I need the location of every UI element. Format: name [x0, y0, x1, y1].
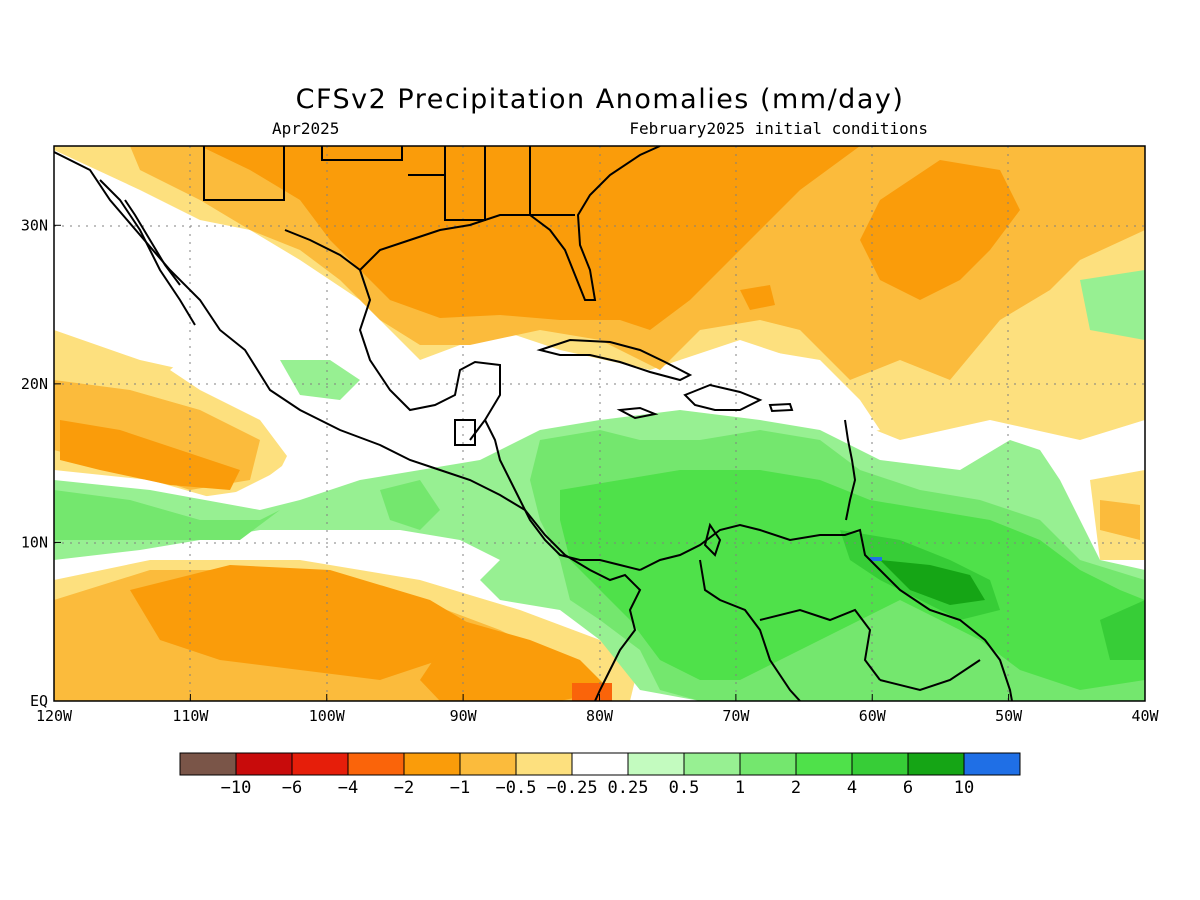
- colorbar-swatch: [291, 752, 349, 776]
- colorbar-legend: [179, 752, 1021, 776]
- colorbar-label: 1: [735, 778, 745, 798]
- colorbar-swatch: [179, 752, 237, 776]
- colorbar-label: 0.5: [669, 778, 700, 798]
- colorbar-label: 4: [847, 778, 857, 798]
- colorbar-swatch: [235, 752, 293, 776]
- lat-tick-label: 30N: [21, 216, 48, 234]
- lon-tick-label: 50W: [995, 707, 1023, 725]
- lat-tick-label: EQ: [30, 692, 48, 710]
- lon-tick-label: 100W: [309, 707, 346, 725]
- longitude-axis: 120W 110W 100W 90W 80W 70W 60W 50W 40W: [36, 694, 1160, 725]
- colorbar-label: 10: [954, 778, 974, 798]
- colorbar-swatch: [851, 752, 909, 776]
- colorbar-label: −0.25: [546, 778, 597, 798]
- anomaly-fill-layer: [54, 146, 1145, 701]
- colorbar-swatch: [795, 752, 853, 776]
- colorbar-swatch: [907, 752, 965, 776]
- map-title: CFSv2 Precipitation Anomalies (mm/day): [295, 84, 905, 115]
- colorbar-label: −4: [338, 778, 358, 798]
- lat-lon-grid: [54, 146, 1145, 701]
- initial-conditions-label: February2025 initial conditions: [629, 119, 928, 138]
- colorbar-label: −10: [221, 778, 252, 798]
- colorbar-label: −0.5: [496, 778, 537, 798]
- lon-tick-label: 80W: [586, 707, 614, 725]
- colorbar-label: 0.25: [608, 778, 649, 798]
- valid-month-label: Apr2025: [272, 119, 340, 138]
- colorbar-labels: −10 −6 −4 −2 −1 −0.5 −0.25 0.25 0.5 1 2 4 6 10: [221, 778, 975, 798]
- lat-tick-label: 10N: [21, 533, 48, 551]
- lon-tick-label: 40W: [1131, 707, 1159, 725]
- lon-tick-label: 60W: [859, 707, 887, 725]
- lon-tick-label: 110W: [172, 707, 209, 725]
- colorbar-swatch: [627, 752, 685, 776]
- colorbar-label: −2: [394, 778, 414, 798]
- coastlines: [54, 146, 1013, 701]
- colorbar-label: −6: [282, 778, 302, 798]
- colorbar-swatch: [739, 752, 797, 776]
- colorbar-swatch: [515, 752, 573, 776]
- lon-tick-label: 120W: [36, 707, 73, 725]
- colorbar-swatch: [963, 752, 1021, 776]
- colorbar-label: 2: [791, 778, 801, 798]
- colorbar-label: 6: [903, 778, 913, 798]
- lon-tick-label: 90W: [450, 707, 478, 725]
- colorbar-swatch: [403, 752, 461, 776]
- colorbar-label: −1: [450, 778, 470, 798]
- lon-tick-label: 70W: [722, 707, 750, 725]
- colorbar-swatch: [571, 752, 629, 776]
- latitude-axis: EQ 10N 20N 30N: [21, 216, 61, 710]
- colorbar-swatch: [683, 752, 741, 776]
- colorbar-swatch: [459, 752, 517, 776]
- colorbar-swatch: [347, 752, 405, 776]
- lat-tick-label: 20N: [21, 375, 48, 393]
